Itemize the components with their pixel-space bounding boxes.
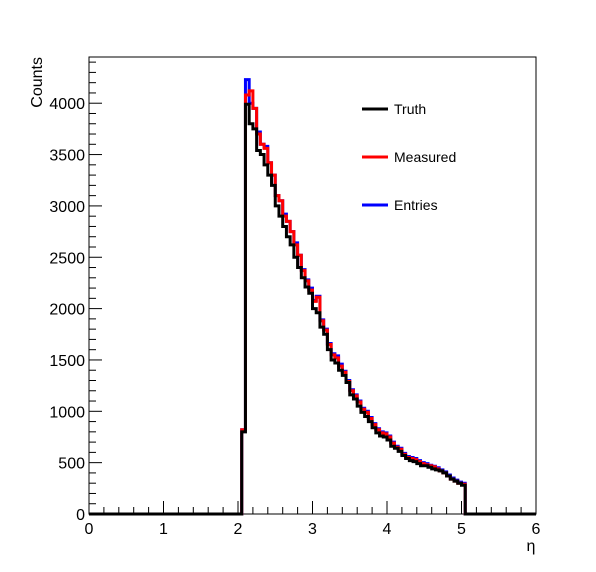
plot-frame: [88, 56, 537, 515]
y-tick-label: 0: [76, 507, 85, 524]
y-tick-label: 3500: [49, 148, 85, 165]
x-axis-label: η: [527, 538, 536, 555]
y-axis: 0 500 1000 1500 2000 2500 3000 3500 4000: [49, 61, 102, 524]
x-tick-label: 3: [308, 521, 317, 538]
y-axis-label: Counts: [29, 57, 46, 108]
y-tick-label: 2000: [49, 302, 85, 319]
y-tick-label: 1000: [49, 404, 85, 421]
x-tick-label: 6: [532, 521, 541, 538]
x-tick-label: 1: [159, 521, 168, 538]
y-tick-label: 4000: [49, 96, 85, 113]
x-tick-label: 5: [457, 521, 466, 538]
x-axis: 0 1 2 3 4 5 6: [85, 501, 541, 538]
y-tick-label: 1500: [49, 353, 85, 370]
x-tick-label: 4: [383, 521, 392, 538]
legend-label-entries: Entries: [394, 197, 438, 213]
legend-label-measured: Measured: [394, 149, 456, 165]
y-tick-label: 500: [58, 456, 85, 473]
legend: Truth Measured Entries: [362, 101, 456, 213]
series-layer: [89, 78, 536, 516]
series-truth-line: [89, 102, 536, 516]
x-tick-label: 0: [85, 521, 94, 538]
legend-label-truth: Truth: [394, 101, 426, 117]
x-tick-label: 2: [234, 521, 243, 538]
y-tick-label: 2500: [49, 250, 85, 267]
y-tick-label: 3000: [49, 199, 85, 216]
